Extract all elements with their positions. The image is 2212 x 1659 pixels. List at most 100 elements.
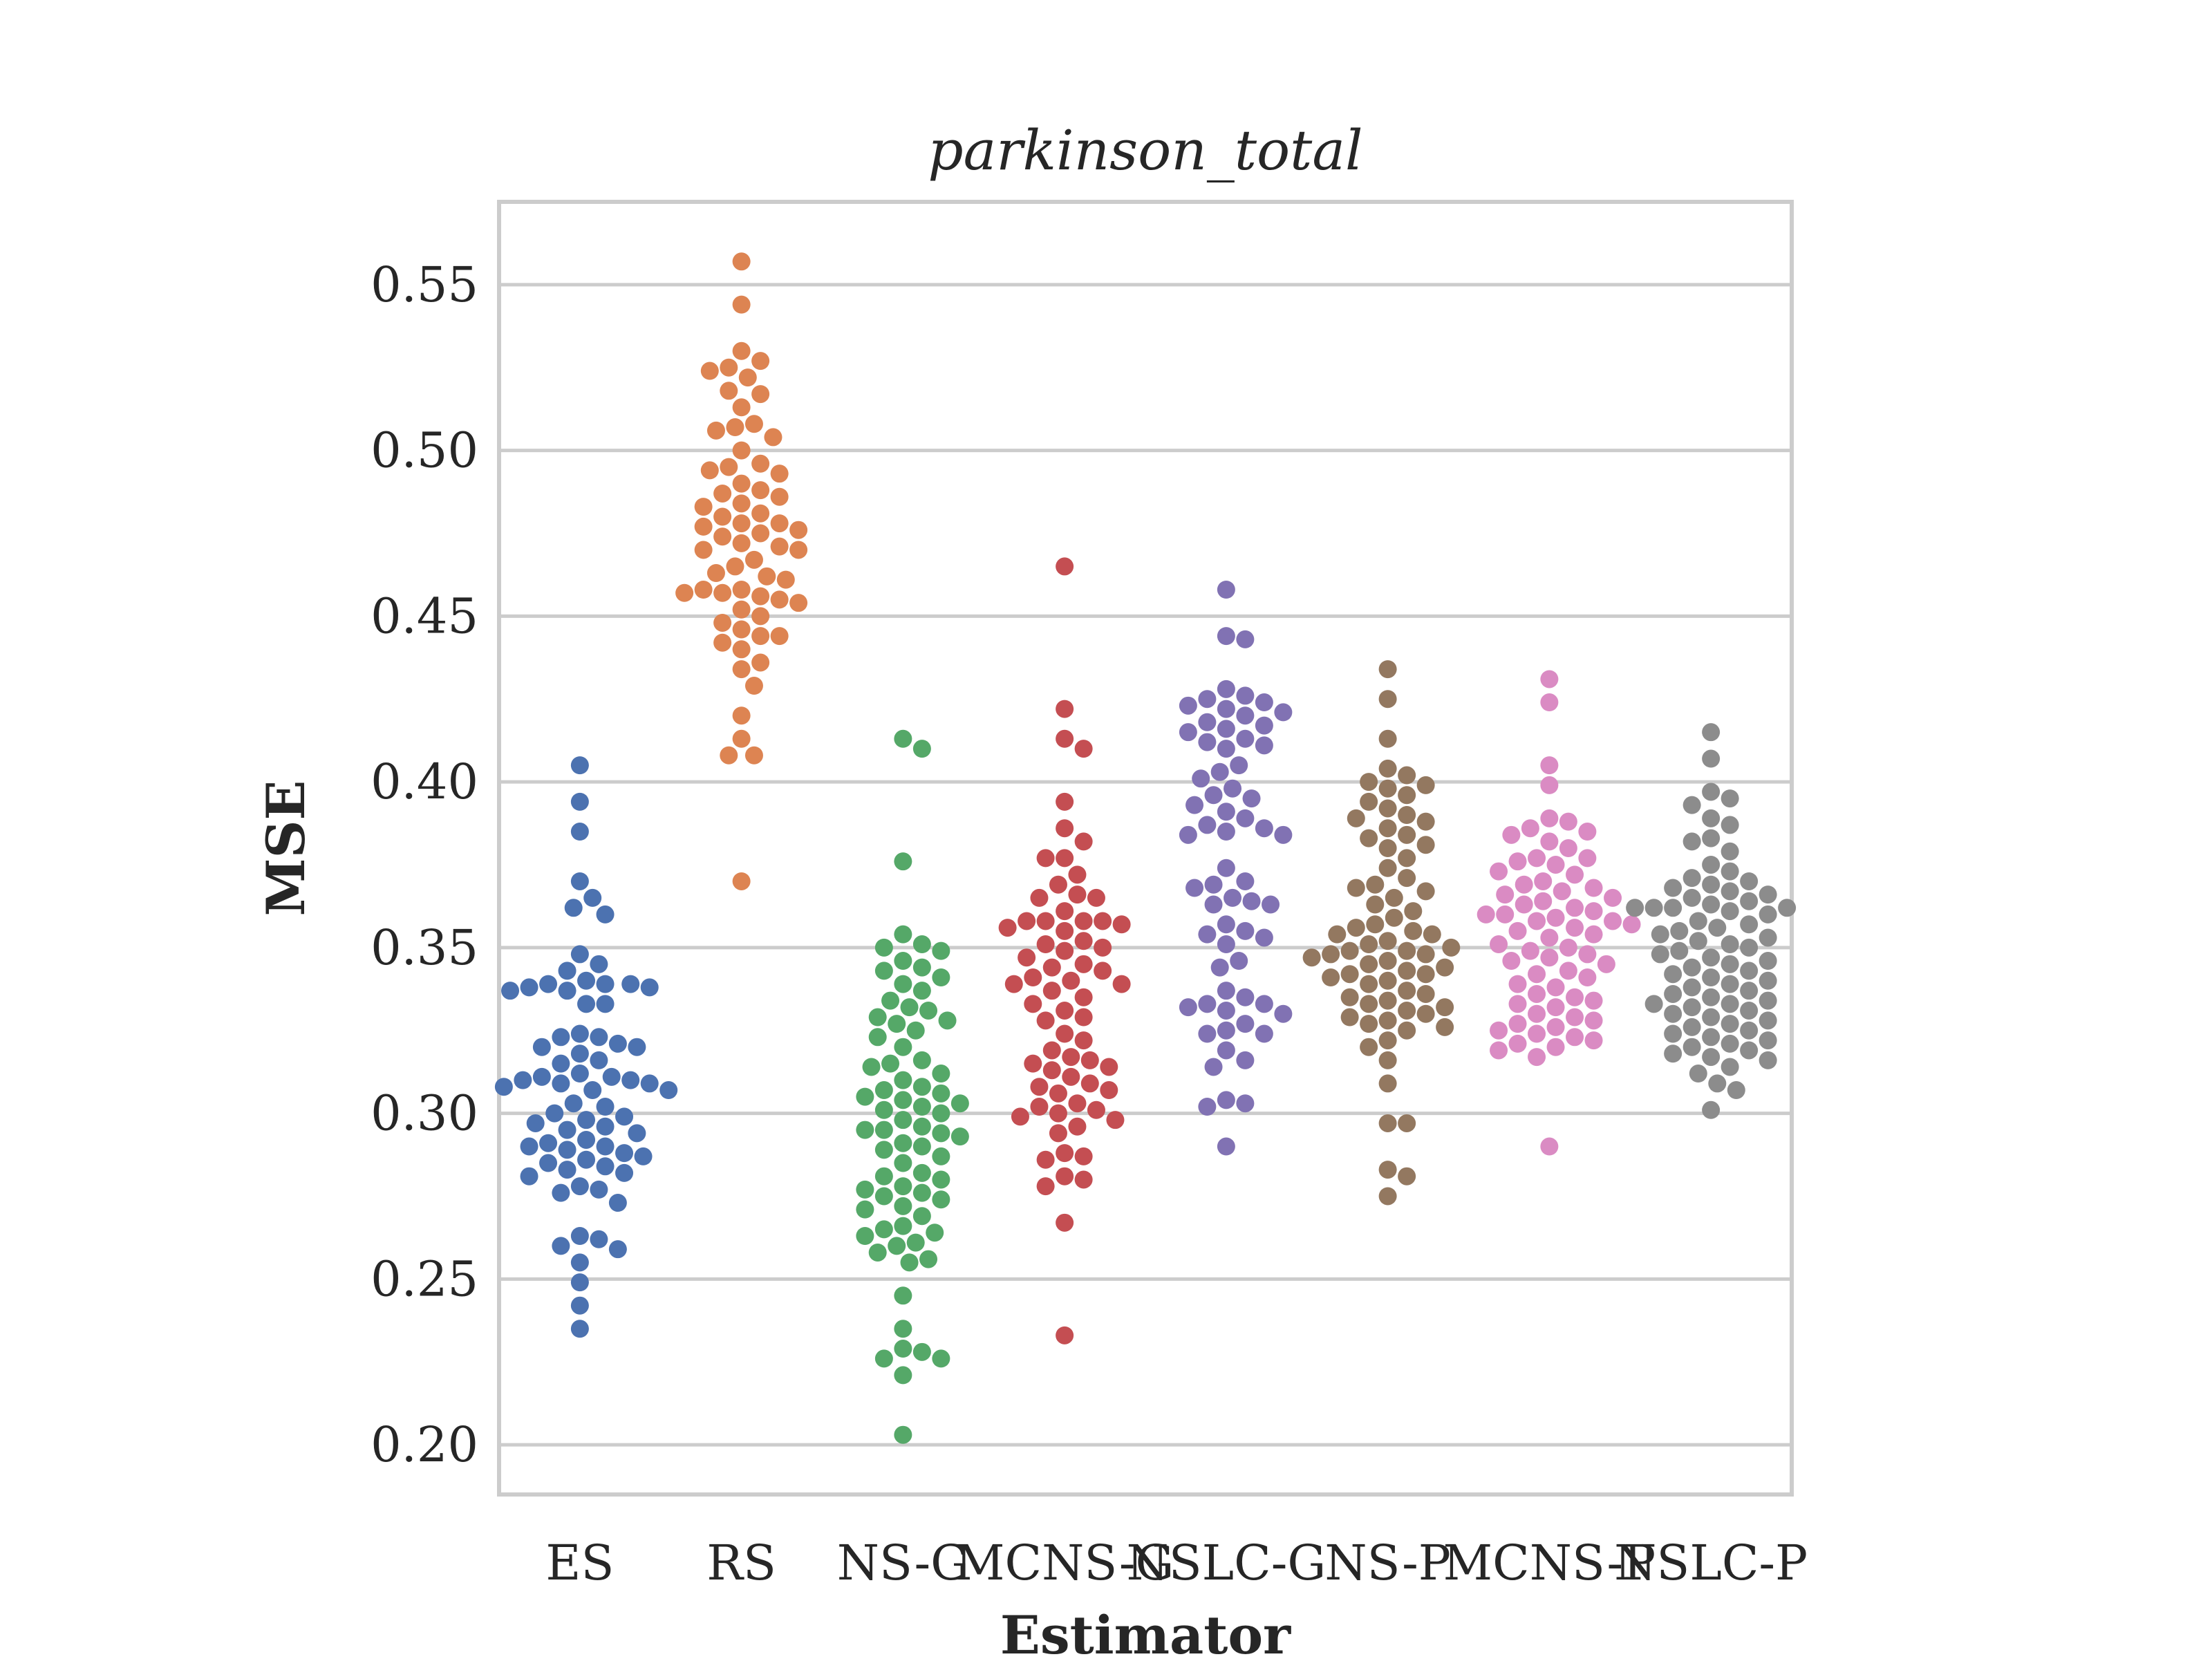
data-point-nslc-g	[1236, 706, 1255, 725]
data-point-mcns-g	[1042, 1061, 1061, 1080]
data-point-es	[596, 905, 615, 924]
data-point-nslc-p	[1740, 1001, 1759, 1020]
data-point-ns-g	[900, 1253, 919, 1272]
data-point-ns-g	[932, 1170, 950, 1189]
data-point-mcns-g	[1056, 941, 1074, 960]
data-point-es	[602, 1067, 621, 1086]
data-point-mcns-p	[1534, 872, 1553, 890]
data-point-es	[570, 945, 589, 964]
data-point-nslc-p	[1759, 1051, 1777, 1069]
data-point-ns-g	[894, 975, 912, 993]
data-point-nslc-g	[1230, 952, 1248, 971]
data-point-rs	[732, 398, 751, 417]
data-point-es	[570, 1227, 589, 1245]
data-point-ns-p	[1398, 786, 1416, 805]
data-point-ns-g	[894, 1366, 912, 1385]
data-point-rs	[713, 484, 732, 503]
data-point-nslc-p	[1727, 1081, 1745, 1100]
data-point-nslc-p	[1683, 796, 1701, 814]
data-point-rs	[751, 587, 770, 606]
data-point-rs	[770, 627, 789, 646]
data-point-rs	[751, 481, 770, 500]
data-point-ns-p	[1398, 825, 1416, 844]
data-point-ns-g	[912, 935, 931, 954]
data-point-ns-g	[894, 1340, 912, 1358]
data-point-mcns-g	[998, 919, 1017, 937]
data-point-mcns-g	[1056, 1144, 1074, 1163]
data-point-nslc-g	[1198, 1024, 1217, 1043]
data-point-rs	[732, 441, 751, 460]
data-point-nslc-g	[1198, 1098, 1217, 1116]
data-point-mcns-g	[1056, 902, 1074, 921]
data-point-ns-g	[932, 1147, 950, 1165]
data-point-mcns-g	[1068, 865, 1087, 884]
data-point-nslc-g	[1236, 809, 1255, 827]
data-point-nslc-p	[1670, 921, 1689, 940]
data-point-nslc-p	[1759, 885, 1777, 904]
data-point-nslc-g	[1230, 756, 1248, 775]
data-point-mcns-g	[1056, 1001, 1074, 1020]
data-point-mcns-g	[1087, 1100, 1105, 1119]
y-axis-title: MSE	[255, 780, 317, 917]
data-point-ns-p	[1442, 938, 1461, 957]
data-point-es	[583, 888, 602, 907]
data-point-ns-p	[1416, 945, 1435, 964]
data-point-mcns-p	[1508, 975, 1527, 993]
data-point-nslc-g	[1236, 1015, 1255, 1033]
data-point-ns-p	[1347, 809, 1365, 827]
data-point-ns-g	[938, 1011, 957, 1030]
data-point-mcns-g	[1112, 975, 1131, 993]
data-point-es	[608, 1240, 627, 1259]
data-point-ns-g	[912, 982, 931, 1000]
data-point-es	[596, 1117, 615, 1136]
data-point-mcns-p	[1528, 912, 1546, 930]
data-point-mcns-p	[1528, 1048, 1546, 1067]
data-point-nslc-p	[1778, 899, 1797, 917]
data-point-ns-g	[894, 729, 912, 748]
data-point-rs	[694, 541, 713, 559]
data-point-mcns-g	[1056, 1024, 1074, 1043]
data-point-mcns-g	[1024, 1054, 1042, 1073]
data-point-mcns-p	[1528, 984, 1546, 1003]
data-point-ns-g	[912, 1163, 931, 1182]
data-point-ns-p	[1416, 882, 1435, 901]
data-point-es	[570, 1320, 589, 1338]
data-point-ns-p	[1378, 660, 1397, 679]
data-point-rs	[720, 382, 738, 400]
data-point-nslc-g	[1217, 1041, 1235, 1060]
data-point-mcns-g	[1074, 1147, 1093, 1165]
data-point-ns-g	[912, 740, 931, 758]
data-point-nslc-p	[1740, 915, 1759, 934]
data-point-mcns-g	[1080, 1051, 1099, 1069]
data-point-nslc-p	[1664, 899, 1683, 917]
data-point-rs	[770, 537, 789, 556]
data-point-rs	[751, 454, 770, 473]
data-point-nslc-p	[1740, 1021, 1759, 1040]
data-point-mcns-g	[1056, 1167, 1074, 1185]
data-point-nslc-p	[1664, 1004, 1683, 1023]
data-point-mcns-p	[1546, 998, 1565, 1017]
data-point-nslc-p	[1759, 905, 1777, 924]
data-point-nslc-g	[1274, 825, 1293, 844]
data-point-ns-p	[1398, 869, 1416, 888]
data-point-ns-p	[1360, 1038, 1378, 1056]
data-point-mcns-g	[1004, 975, 1023, 993]
data-point-ns-p	[1378, 932, 1397, 950]
data-point-nslc-g	[1204, 1058, 1223, 1076]
data-point-ns-g	[874, 1349, 893, 1368]
data-point-mcns-g	[1056, 729, 1074, 748]
data-point-ns-p	[1398, 1114, 1416, 1132]
data-point-es	[558, 1121, 577, 1139]
data-point-es	[539, 975, 558, 993]
data-point-mcns-g	[1036, 935, 1055, 954]
y-tick-label: 0.50	[371, 422, 478, 479]
data-point-ns-p	[1360, 935, 1378, 954]
data-point-ns-p	[1404, 921, 1423, 940]
data-point-ns-p	[1328, 925, 1347, 944]
data-point-ns-p	[1378, 690, 1397, 709]
data-point-ns-g	[912, 1051, 931, 1069]
data-point-nslc-g	[1217, 740, 1235, 758]
data-point-mcns-p	[1578, 823, 1597, 841]
data-point-ns-g	[874, 1121, 893, 1139]
data-point-rs	[706, 421, 725, 440]
